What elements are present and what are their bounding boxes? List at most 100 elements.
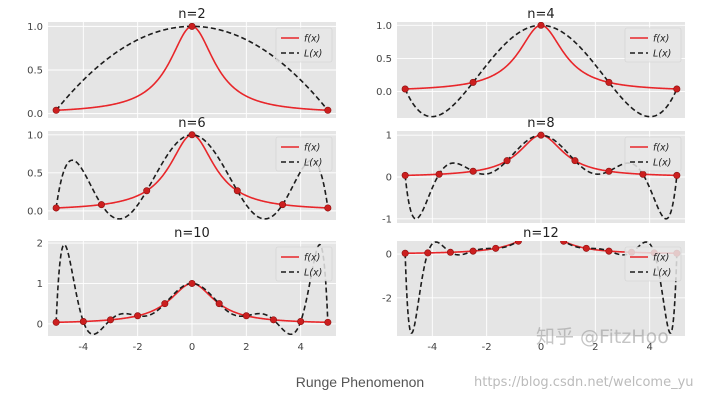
y-tick-label: -1 bbox=[382, 214, 392, 225]
legend: f(x) L(x) bbox=[624, 27, 682, 63]
node-point bbox=[446, 248, 454, 256]
node-point bbox=[161, 300, 169, 308]
x-tick-label: -4 bbox=[78, 342, 88, 353]
node-point bbox=[52, 318, 60, 326]
node-point bbox=[52, 204, 60, 212]
legend-l-label: L(x) bbox=[304, 268, 322, 279]
node-point bbox=[215, 300, 223, 308]
node-point bbox=[639, 170, 647, 178]
y-tick-label: -2 bbox=[382, 293, 392, 304]
y-tick-label: 0.5 bbox=[27, 66, 43, 77]
node-point bbox=[401, 85, 409, 93]
subplot-n-12: -2 0 -4 -2 0 2 4 n=12 f(x) L(x) bbox=[382, 226, 685, 353]
node-point bbox=[188, 279, 196, 287]
subplot-title: n=8 bbox=[527, 116, 554, 131]
node-point bbox=[514, 241, 522, 245]
y-tick-label: 1 bbox=[37, 279, 43, 290]
x-tick-label: 4 bbox=[297, 342, 303, 353]
node-point bbox=[270, 316, 278, 324]
plot-lines bbox=[52, 243, 332, 336]
plot-lines bbox=[52, 131, 332, 220]
legend: f(x) L(x) bbox=[275, 246, 333, 282]
node-point bbox=[435, 170, 443, 178]
legend-f-label: f(x) bbox=[304, 253, 320, 264]
node-point bbox=[424, 249, 432, 257]
node-point bbox=[188, 131, 196, 139]
node-point bbox=[469, 247, 477, 255]
y-tick-label: 0 bbox=[386, 250, 392, 261]
node-point bbox=[143, 187, 151, 195]
subplot-n-8: -1 0 1 n=8 f(x) L(x) bbox=[382, 116, 685, 225]
subplot-n-10: 0 1 2 -4 -2 0 2 4 n=10 f(x) L(x) bbox=[37, 226, 336, 353]
y-tick-label: 0 bbox=[386, 173, 392, 184]
y-tick-label: 0.5 bbox=[376, 54, 392, 65]
plot-lines bbox=[401, 22, 681, 118]
legend: f(x) L(x) bbox=[275, 136, 333, 172]
x-tick-label: -2 bbox=[133, 342, 143, 353]
legend-f-label: f(x) bbox=[653, 253, 669, 264]
legend-l-label: L(x) bbox=[653, 158, 671, 169]
legend-f-label: f(x) bbox=[653, 143, 669, 154]
legend-l-label: L(x) bbox=[653, 49, 671, 60]
y-tick-label: 1.0 bbox=[376, 21, 392, 32]
legend: f(x) L(x) bbox=[624, 246, 682, 282]
node-point bbox=[297, 317, 305, 325]
node-point bbox=[605, 247, 613, 255]
y-tick-label: 1.0 bbox=[27, 130, 43, 141]
y-tick-label: 0.0 bbox=[27, 109, 43, 120]
x-tick-label: 4 bbox=[646, 342, 652, 353]
node-point bbox=[324, 318, 332, 326]
node-point bbox=[469, 78, 477, 86]
subplot-title: n=4 bbox=[527, 7, 554, 22]
x-tick-label: 2 bbox=[243, 342, 249, 353]
subplot-n-4: 0.0 0.5 1.0 n=4 f(x) L(x) bbox=[376, 7, 685, 118]
node-point bbox=[324, 204, 332, 212]
node-point bbox=[537, 131, 545, 139]
url-watermark: https://blog.csdn.net/welcome_yu bbox=[474, 375, 694, 390]
node-point bbox=[673, 171, 681, 179]
node-point bbox=[97, 201, 105, 209]
subplot-title: n=2 bbox=[178, 7, 205, 22]
legend-l-label: L(x) bbox=[304, 158, 322, 169]
y-tick-label: 1 bbox=[386, 131, 392, 142]
node-point bbox=[106, 316, 114, 324]
node-point bbox=[560, 241, 568, 245]
plot-lines bbox=[401, 131, 681, 220]
x-tick-label: -2 bbox=[482, 342, 492, 353]
subplot-n-2: 0.0 0.5 1.0 n=2 f(x) L(x) bbox=[27, 7, 336, 120]
node-point bbox=[673, 85, 681, 93]
legend-l-label: L(x) bbox=[304, 49, 322, 60]
node-point bbox=[401, 171, 409, 179]
node-point bbox=[582, 244, 590, 252]
node-point bbox=[188, 22, 196, 30]
x-tick-label: -4 bbox=[427, 342, 437, 353]
legend-f-label: f(x) bbox=[304, 143, 320, 154]
figure-caption: Runge Phenomenon bbox=[295, 374, 425, 390]
subplot-title: n=6 bbox=[178, 116, 205, 131]
lagrange-curve bbox=[55, 25, 329, 111]
node-point bbox=[537, 22, 545, 29]
y-tick-label: 2 bbox=[37, 239, 43, 250]
y-tick-label: 0.0 bbox=[27, 206, 43, 217]
legend-f-label: f(x) bbox=[304, 34, 320, 45]
x-tick-label: 2 bbox=[592, 342, 598, 353]
y-tick-label: 0 bbox=[37, 319, 43, 330]
node-point bbox=[503, 157, 511, 165]
node-point bbox=[242, 312, 250, 320]
zhihu-watermark: 知乎 @FitzHoo bbox=[536, 326, 669, 348]
subplot-title: n=12 bbox=[523, 226, 559, 241]
node-point bbox=[79, 317, 87, 325]
node-point bbox=[605, 78, 613, 86]
node-point bbox=[401, 249, 409, 257]
plot-lines bbox=[52, 22, 332, 114]
y-tick-label: 0.0 bbox=[376, 87, 392, 98]
x-tick-label: 0 bbox=[189, 342, 195, 353]
y-tick-label: 1.0 bbox=[27, 22, 43, 33]
legend: f(x) L(x) bbox=[275, 27, 333, 63]
lagrange-curve bbox=[55, 243, 329, 336]
x-tick-label: 0 bbox=[538, 342, 544, 353]
subplot-n-6: 0.0 0.5 1.0 n=6 f(x) L(x) bbox=[27, 116, 336, 220]
node-point bbox=[469, 167, 477, 175]
node-point bbox=[134, 312, 142, 320]
